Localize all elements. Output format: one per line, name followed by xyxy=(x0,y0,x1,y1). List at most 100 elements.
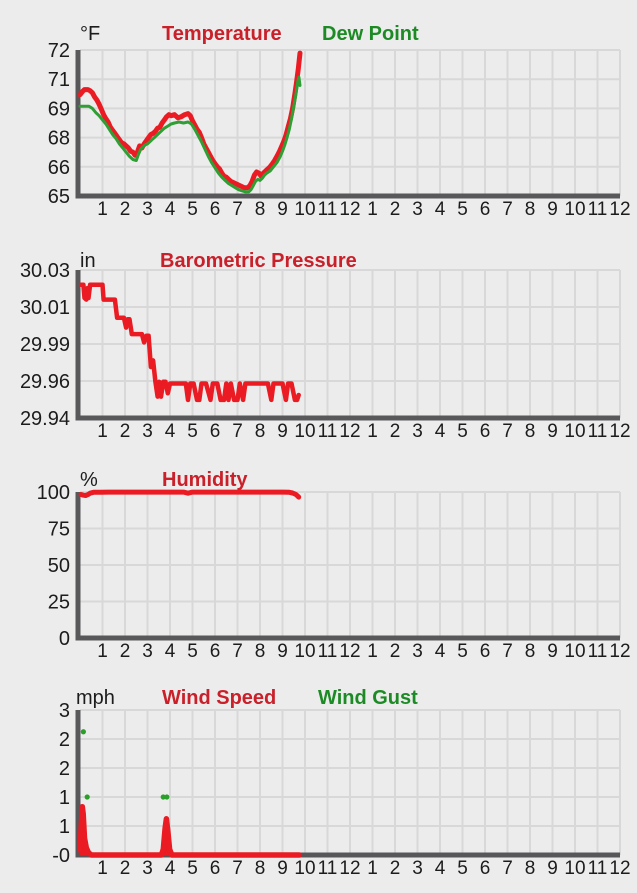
x-tick-label: 8 xyxy=(255,858,266,879)
x-tick-label: 3 xyxy=(412,199,423,220)
x-tick-label: 2 xyxy=(120,421,131,442)
x-tick-label: 5 xyxy=(457,641,468,662)
y-axis xyxy=(75,492,81,641)
y-tick-label: 2 xyxy=(59,758,70,780)
x-tick-label: 3 xyxy=(142,858,153,879)
x-tick-label: 11 xyxy=(588,199,608,220)
y-axis xyxy=(75,710,81,858)
x-tick-label: 12 xyxy=(339,421,360,442)
x-tick-label: 6 xyxy=(480,641,491,662)
y-tick-label: 29.99 xyxy=(20,334,70,356)
x-tick-label: 4 xyxy=(435,199,446,220)
x-tick-label: 3 xyxy=(412,421,423,442)
x-axis xyxy=(75,852,620,858)
temperature-chart-header: °F Temperature Dew Point xyxy=(0,21,637,47)
x-tick-label: 12 xyxy=(339,641,360,662)
y-tick-label: 65 xyxy=(48,186,70,208)
x-tick-label: 2 xyxy=(390,421,401,442)
x-tick-label: 5 xyxy=(187,421,198,442)
x-tick-label: 1 xyxy=(367,641,378,662)
x-tick-label: 10 xyxy=(564,641,585,662)
x-tick-label: 9 xyxy=(547,199,558,220)
x-tick-label: 6 xyxy=(210,421,221,442)
x-tick-label: 10 xyxy=(564,199,585,220)
y-tick-label: 0 xyxy=(59,628,70,650)
x-tick-label: 8 xyxy=(525,421,536,442)
x-axis xyxy=(75,635,620,641)
x-tick-label: 1 xyxy=(97,641,108,662)
temperature-chart-section: °F Temperature Dew Point 72 71 69 68 66 65 1 2 3… xyxy=(0,0,637,230)
y-tick-label: 50 xyxy=(48,555,70,577)
x-tick-label: 1 xyxy=(97,199,108,220)
y-tick-label: 29.96 xyxy=(20,371,70,393)
y-tick-label: 68 xyxy=(48,128,70,150)
temperature-unit-label: °F xyxy=(80,23,101,45)
x-tick-label: 5 xyxy=(187,858,198,879)
x-tick-label: 2 xyxy=(390,641,401,662)
series-line xyxy=(78,75,302,194)
x-tick-label: 9 xyxy=(277,641,288,662)
y-tick-label: 30.03 xyxy=(20,260,70,282)
x-tick-label: 8 xyxy=(255,199,266,220)
x-tick-label: 3 xyxy=(142,421,153,442)
x-tick-label: 6 xyxy=(480,858,491,879)
x-tick-label: 9 xyxy=(547,858,558,879)
x-tick-label: 7 xyxy=(502,421,513,442)
x-tick-label: 8 xyxy=(525,641,536,662)
humidity-chart-header: % Humidity xyxy=(0,467,637,493)
y-tick-label: 72 xyxy=(48,40,70,62)
y-tick-label: 100 xyxy=(37,482,70,504)
x-tick-label: 9 xyxy=(277,199,288,220)
series-line xyxy=(77,803,303,858)
y-tick-label: 2 xyxy=(59,729,70,751)
x-tick-label: 11 xyxy=(318,858,338,879)
x-tick-label: 3 xyxy=(142,641,153,662)
y-tick-label: 71 xyxy=(48,69,70,91)
wind-gust-legend-label: Wind Gust xyxy=(318,687,418,709)
x-tick-label: 6 xyxy=(210,641,221,662)
x-tick-label: 12 xyxy=(609,199,630,220)
wind-chart-section: mph Wind Speed Wind Gust 3 2 2 1 1 -0 1 2 3 4 5 6 7 8… xyxy=(0,680,637,893)
temperature-legend-label: Temperature xyxy=(162,23,282,45)
x-tick-label: 4 xyxy=(165,199,176,220)
humidity-legend-label: Humidity xyxy=(162,469,248,491)
x-tick-label: 5 xyxy=(457,858,468,879)
x-tick-label: 8 xyxy=(525,199,536,220)
x-tick-label: 7 xyxy=(232,858,243,879)
humidity-unit-label: % xyxy=(80,469,98,491)
x-tick-label: 9 xyxy=(547,421,558,442)
y-tick-label: 75 xyxy=(48,519,70,541)
pressure-chart-section: in Barometric Pressure 30.03 30.01 29.99 29… xyxy=(0,230,637,460)
y-tick-label: 1 xyxy=(59,816,70,838)
x-tick-label: 5 xyxy=(187,199,198,220)
x-tick-label: 10 xyxy=(564,421,585,442)
x-tick-label: 4 xyxy=(435,421,446,442)
x-tick-label: 6 xyxy=(480,421,491,442)
x-tick-label: 5 xyxy=(457,199,468,220)
pressure-legend-label: Barometric Pressure xyxy=(160,250,357,272)
x-tick-label: 1 xyxy=(367,858,378,879)
x-tick-label: 7 xyxy=(232,199,243,220)
x-tick-label: 6 xyxy=(480,199,491,220)
wind-chart-header: mph Wind Speed Wind Gust xyxy=(0,685,637,711)
wind-unit-label: mph xyxy=(76,687,115,709)
y-tick-label: 66 xyxy=(48,157,70,179)
x-tick-label: 10 xyxy=(564,858,585,879)
x-tick-label: 12 xyxy=(609,641,630,662)
y-tick-label: 30.01 xyxy=(20,297,70,319)
x-tick-label: 7 xyxy=(502,858,513,879)
y-tick-label: 25 xyxy=(48,592,70,614)
x-tick-label: 5 xyxy=(187,641,198,662)
x-tick-label: 5 xyxy=(457,421,468,442)
wind-gust-dot xyxy=(84,794,90,800)
x-tick-label: 11 xyxy=(588,641,608,662)
dew-point-legend-label: Dew Point xyxy=(322,23,419,45)
x-axis xyxy=(75,193,620,199)
x-tick-label: 1 xyxy=(97,421,108,442)
x-tick-label: 11 xyxy=(588,858,608,879)
